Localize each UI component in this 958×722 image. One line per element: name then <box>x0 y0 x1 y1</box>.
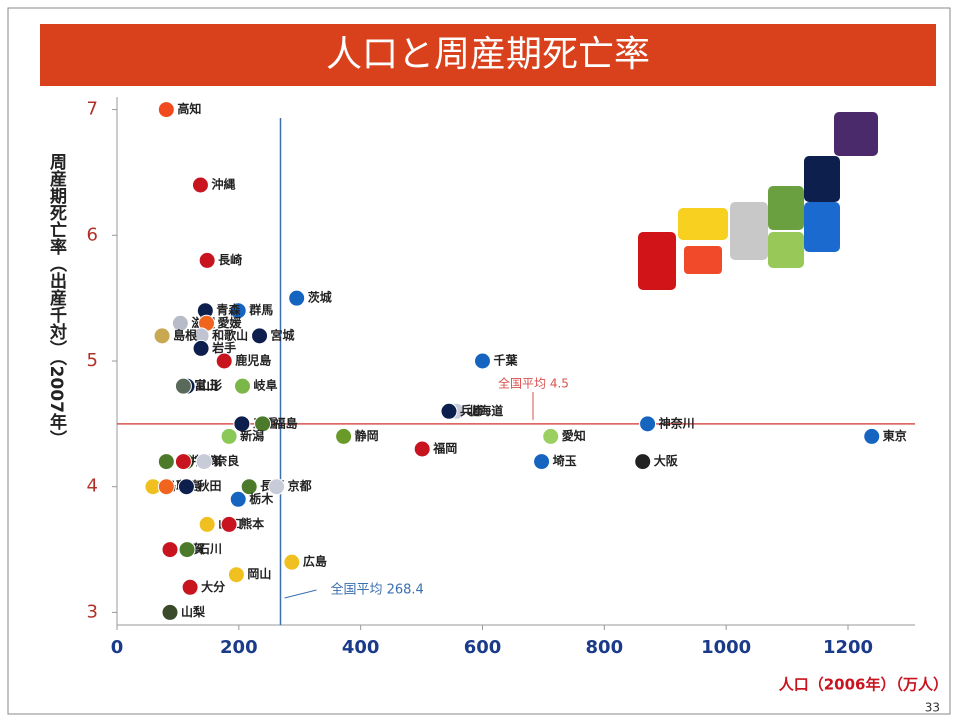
point-label: 広島 <box>303 554 327 569</box>
point-label: 秋田 <box>197 478 221 493</box>
point <box>191 176 209 194</box>
chart-title: 人口と周産期死亡率 <box>326 34 650 75</box>
point <box>161 541 179 559</box>
point-label: 高知 <box>177 101 201 116</box>
point <box>215 352 233 370</box>
point-label: 奈良 <box>214 453 239 468</box>
point <box>198 251 216 269</box>
point <box>192 339 210 357</box>
x-tick-label: 200 <box>220 637 258 658</box>
point <box>440 402 458 420</box>
point-label: 岐阜 <box>253 378 277 393</box>
x-tick-label: 800 <box>586 637 624 658</box>
point-label: 茨城 <box>308 290 332 305</box>
point <box>229 302 247 320</box>
point-label: 北海道 <box>467 403 503 418</box>
point-label: 兵庫 <box>460 403 484 418</box>
point <box>542 427 560 445</box>
point <box>220 427 238 445</box>
point-label: 埼玉 <box>553 453 577 468</box>
point-label: 大分 <box>201 579 225 594</box>
x-axis-label: 人口（2006年）（万人） <box>779 676 948 694</box>
point-label: 沖縄 <box>211 177 235 192</box>
x-tick-label: 0 <box>111 637 124 658</box>
point <box>639 415 657 433</box>
title-bar <box>40 24 936 86</box>
y-tick-label: 3 <box>87 601 98 622</box>
decor-squares <box>638 112 878 290</box>
point-label: 長崎 <box>218 252 242 267</box>
point <box>233 415 251 433</box>
point-label: 山梨 <box>181 604 205 619</box>
point-label: 大阪 <box>654 453 679 468</box>
point <box>161 603 179 621</box>
point <box>233 377 251 395</box>
point <box>254 415 272 433</box>
point <box>335 427 353 445</box>
point-label: 静岡 <box>355 428 379 443</box>
point <box>268 478 286 496</box>
y-tick-label: 5 <box>87 350 98 371</box>
point <box>198 515 216 533</box>
point-label: 島根 <box>173 327 197 342</box>
point <box>288 289 306 307</box>
x-tick-label: 1200 <box>823 637 873 658</box>
page-number: 33 <box>925 701 940 715</box>
point <box>195 453 213 471</box>
avg-x-label: 全国平均 268.4 <box>330 582 423 598</box>
point-label: 神奈川 <box>659 415 695 430</box>
point-label: 岡山 <box>247 566 271 581</box>
point <box>174 453 192 471</box>
point <box>174 377 192 395</box>
point <box>533 453 551 471</box>
point-label: 和歌山 <box>211 327 248 342</box>
point <box>157 453 175 471</box>
point <box>473 352 491 370</box>
point <box>171 314 189 332</box>
point-label: 群馬 <box>248 302 273 317</box>
y-axis-label: 周産期死亡率（出産千対）（2007年） <box>46 153 68 447</box>
point-label: 福島 <box>273 415 298 430</box>
avg-y-label: 全国平均 4.5 <box>498 376 569 391</box>
point-label: 山形 <box>198 378 222 393</box>
point-label: 鹿児島 <box>235 353 271 368</box>
point <box>178 541 196 559</box>
point-label: 石川 <box>197 542 222 556</box>
point-label: 岩手 <box>211 340 236 355</box>
point-label: 宮城 <box>271 327 295 342</box>
point-label: 東京 <box>883 428 907 443</box>
point <box>177 478 195 496</box>
point-label: 栃木 <box>249 491 274 506</box>
point <box>153 327 171 345</box>
point-label: 青森 <box>216 302 241 317</box>
point <box>634 453 652 471</box>
point-label: 千葉 <box>493 353 518 368</box>
point <box>251 327 269 345</box>
y-tick-label: 6 <box>87 224 98 245</box>
point-label: 熊本 <box>240 516 264 531</box>
point-label: 愛媛 <box>218 315 243 330</box>
x-tick-label: 400 <box>342 637 380 658</box>
point-label: 富山 <box>194 378 218 393</box>
x-tick-label: 600 <box>464 637 502 658</box>
point <box>157 101 175 119</box>
point <box>220 515 238 533</box>
avg-x-arrow <box>284 589 317 599</box>
point <box>229 490 247 508</box>
point <box>227 566 245 584</box>
y-tick-label: 4 <box>87 476 98 497</box>
point <box>157 478 175 496</box>
point-label: 京都 <box>288 478 312 493</box>
point-label: 新潟 <box>240 428 264 443</box>
y-tick-label: 7 <box>87 99 98 120</box>
point <box>413 440 431 458</box>
point-label: 愛知 <box>562 428 586 443</box>
point <box>240 478 258 496</box>
point <box>283 553 301 571</box>
point-label: 福岡 <box>432 441 457 456</box>
point <box>181 578 199 596</box>
point <box>863 427 881 445</box>
x-tick-label: 1000 <box>701 637 751 658</box>
